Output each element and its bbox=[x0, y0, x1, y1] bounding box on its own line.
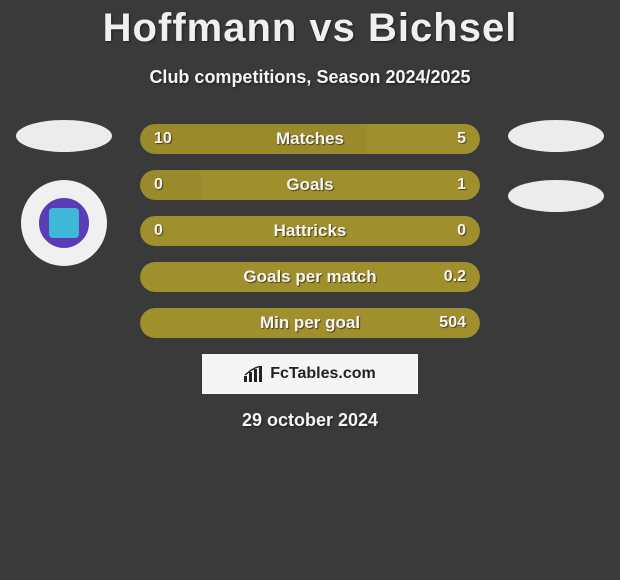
stat-value-left: 0 bbox=[154, 216, 163, 246]
badges-left-column bbox=[16, 120, 112, 266]
stats-comparison-area: Matches105Goals01Hattricks00Goals per ma… bbox=[140, 124, 480, 338]
attribution-box[interactable]: FcTables.com bbox=[202, 354, 418, 394]
stat-value-left: 0 bbox=[154, 170, 163, 200]
club-crest-left bbox=[21, 180, 107, 266]
stat-value-right: 5 bbox=[457, 124, 466, 154]
stat-row: Min per goal504 bbox=[140, 308, 480, 338]
player-badge-right-1 bbox=[508, 120, 604, 152]
subtitle: Club competitions, Season 2024/2025 bbox=[0, 67, 620, 88]
chart-icon bbox=[244, 366, 264, 382]
stat-label: Goals bbox=[140, 170, 480, 200]
stat-row: Matches10 5 bbox=[140, 124, 480, 154]
stat-value-right: 504 bbox=[439, 308, 466, 338]
date-line: 29 october 2024 bbox=[0, 410, 620, 431]
stat-label: Hattricks bbox=[140, 216, 480, 246]
stat-row: Hattricks0 0 bbox=[140, 216, 480, 246]
stat-value-right: 0.2 bbox=[444, 262, 466, 292]
stat-value-right: 1 bbox=[457, 170, 466, 200]
crest-ring bbox=[35, 194, 93, 252]
crest-core bbox=[49, 208, 79, 238]
stat-value-right: 0 bbox=[457, 216, 466, 246]
stat-label: Min per goal bbox=[140, 308, 480, 338]
stat-label: Goals per match bbox=[140, 262, 480, 292]
badges-right-column bbox=[508, 120, 604, 212]
page-title: Hoffmann vs Bichsel bbox=[0, 0, 620, 51]
stat-row: Goals per match0.2 bbox=[140, 262, 480, 292]
player-badge-right-2 bbox=[508, 180, 604, 212]
stat-row: Goals0 1 bbox=[140, 170, 480, 200]
stat-value-left: 10 bbox=[154, 124, 172, 154]
stat-label: Matches bbox=[140, 124, 480, 154]
player-badge-left-1 bbox=[16, 120, 112, 152]
attribution-text: FcTables.com bbox=[270, 365, 376, 383]
